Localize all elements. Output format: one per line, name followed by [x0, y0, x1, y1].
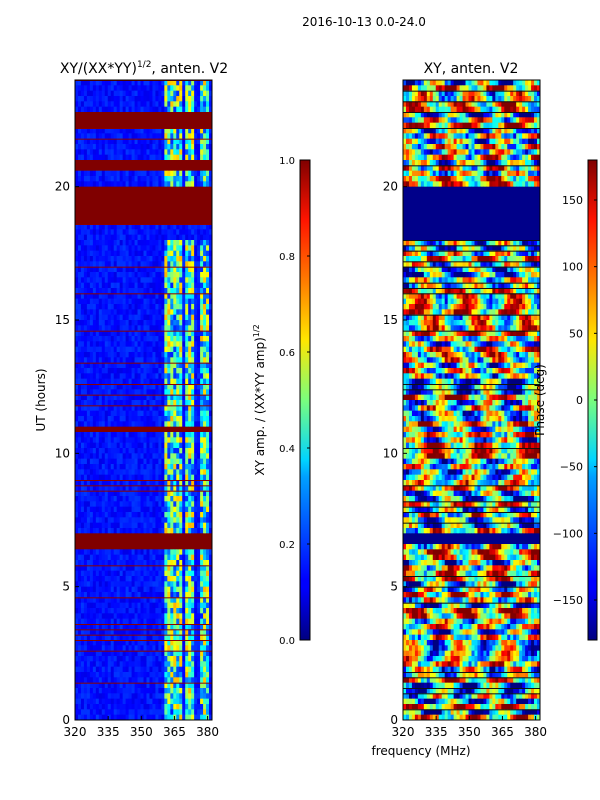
- phase-colorbar-tick-label: −50: [560, 461, 583, 474]
- amplitude-colorbar-tick-label: 1.0: [279, 156, 295, 167]
- amplitude-x-tick-label: 365: [163, 725, 186, 739]
- phase-colorbar-label: Phase (deg): [533, 364, 547, 436]
- amplitude-x-tick-label: 350: [130, 725, 153, 739]
- amplitude-y-tick-label: 15: [55, 313, 70, 327]
- amplitude-heatmap: [75, 80, 213, 721]
- amplitude-colorbar-gradient: [299, 159, 311, 641]
- amplitude-y-tick-label: 5: [62, 580, 70, 594]
- amplitude-plot-frame: [74, 79, 213, 721]
- phase-x-tick-label: 380: [524, 725, 547, 739]
- phase-colorbar-tick-label: 0: [576, 394, 583, 407]
- phase-colorbar-tick-label: 100: [562, 261, 583, 274]
- phase-heatmap: [403, 80, 541, 721]
- phase-colorbar-tick-label: −100: [553, 527, 583, 540]
- figure-suptitle: 2016-10-13 0.0-24.0: [302, 15, 426, 29]
- amplitude-x-tick-label: 380: [196, 725, 219, 739]
- amplitude-x-tick-label: 335: [97, 725, 120, 739]
- phase-colorbar: 150 100 50 0 −50 −100 −150 Phase (deg): [533, 159, 598, 641]
- amplitude-x-tick-label: 320: [64, 725, 87, 739]
- phase-colorbar-tick-label: 50: [569, 327, 583, 340]
- amplitude-colorbar-tick-label: 0.8: [279, 252, 295, 263]
- phase-plot-frame: [402, 79, 541, 721]
- amplitude-colorbar-ticks: 0.0 0.2 0.4 0.6 0.8 1.0: [279, 156, 310, 647]
- phase-y-tick-label: 10: [383, 446, 398, 460]
- amplitude-colorbar-tick-label: 0.6: [279, 348, 295, 359]
- phase-x-tick-label: 365: [491, 725, 514, 739]
- amplitude-colorbar: 0.0 0.2 0.4 0.6 0.8 1.0 XY amp. / (XX*YY amp)…: [252, 156, 311, 647]
- amplitude-colorbar-tick-label: 0.0: [279, 636, 295, 647]
- amplitude-y-axis-label: UT (hours): [34, 368, 48, 431]
- amplitude-colorbar-label: XY amp. / (XX*YY amp)1/2: [252, 324, 267, 475]
- amplitude-y-axis: 0 5 10 15 20: [55, 180, 79, 727]
- amplitude-colorbar-tick-label: 0.4: [279, 444, 295, 455]
- phase-panel: XY, anten. V2 320 335 350 365 380 0 5 10 15 20: [383, 61, 547, 739]
- amplitude-y-tick-label: 10: [55, 446, 70, 460]
- phase-colorbar-tick-label: −150: [553, 594, 583, 607]
- phase-x-tick-label: 335: [425, 725, 448, 739]
- amplitude-panel-title: XY/(XX*YY)1/2, anten. V2: [60, 60, 228, 77]
- amplitude-y-tick-label: 20: [55, 180, 70, 194]
- phase-y-tick-label: 0: [390, 713, 398, 727]
- amplitude-panel: XY/(XX*YY)1/2, anten. V2 320 335 350 365 380…: [34, 60, 228, 739]
- amplitude-y-tick-label: 0: [62, 713, 70, 727]
- amplitude-x-axis: 320 335 350 365 380: [64, 716, 219, 739]
- amplitude-colorbar-tick-label: 0.2: [279, 540, 295, 551]
- phase-colorbar-ticks: 150 100 50 0 −50 −100 −150: [553, 194, 597, 607]
- phase-y-tick-label: 5: [390, 580, 398, 594]
- phase-y-tick-label: 20: [383, 180, 398, 194]
- figure-x-axis-label: frequency (MHz): [371, 744, 470, 758]
- phase-colorbar-tick-label: 150: [562, 194, 583, 207]
- phase-panel-title: XY, anten. V2: [424, 61, 519, 77]
- phase-y-tick-label: 15: [383, 313, 398, 327]
- phase-x-tick-label: 350: [458, 725, 481, 739]
- phase-y-axis: 0 5 10 15 20: [383, 180, 407, 727]
- phase-x-axis: 320 335 350 365 380: [392, 716, 547, 739]
- phase-x-tick-label: 320: [392, 725, 415, 739]
